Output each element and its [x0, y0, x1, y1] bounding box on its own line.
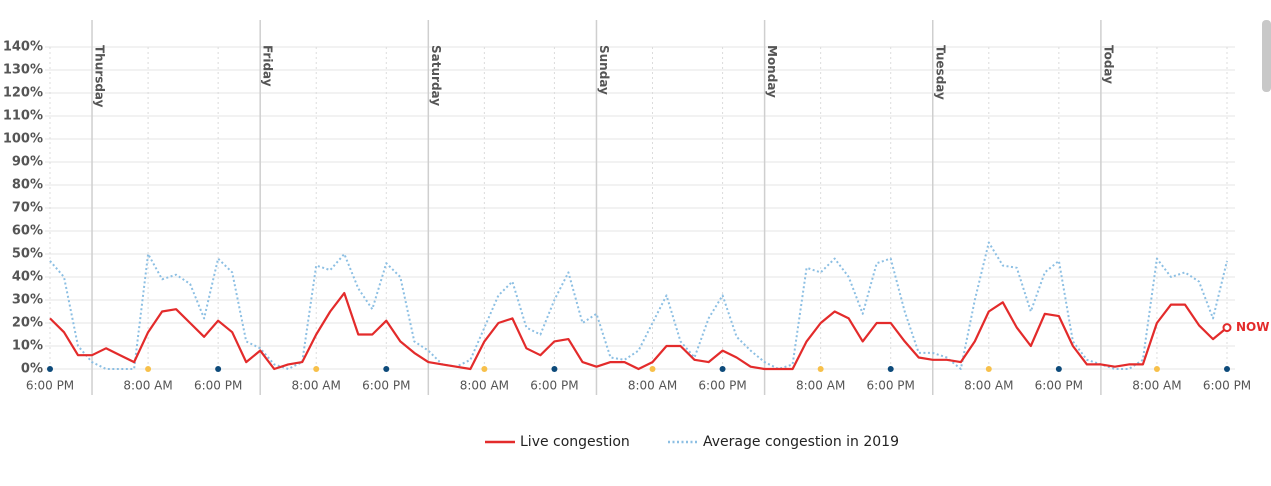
x-tick-dot [1153, 366, 1160, 372]
day-label: Today [1101, 45, 1115, 84]
x-tick-label: 8:00 AM [628, 379, 677, 393]
x-tick-label: 8:00 AM [796, 379, 845, 393]
legend-label: Live congestion [520, 434, 630, 450]
line-series [49, 292, 1228, 371]
x-tick-dot [313, 366, 320, 372]
x-tick-dot [817, 366, 824, 372]
legend-label: Average congestion in 2019 [703, 434, 899, 450]
x-tick-label: 8:00 AM [292, 379, 341, 393]
x-tick-dot [1224, 366, 1230, 372]
y-tick-label: 30% [12, 293, 43, 308]
now-label: NOW [1236, 320, 1269, 334]
y-tick-label: 10% [12, 339, 43, 354]
x-tick-dot [719, 366, 726, 372]
day-label: Friday [261, 45, 275, 87]
day-label: Tuesday [933, 45, 947, 100]
y-tick-label: 80% [12, 178, 43, 193]
y-tick-label: 20% [12, 316, 43, 331]
line-series [49, 241, 1228, 370]
x-tick-label: 6:00 PM [1035, 379, 1083, 393]
scrollbar[interactable] [1262, 20, 1271, 92]
day-label: Saturday [429, 45, 443, 106]
y-tick-label: 120% [3, 86, 43, 101]
x-tick-dot [887, 366, 894, 372]
y-tick-label: 140% [3, 40, 43, 55]
x-tick-dot [47, 366, 53, 372]
x-tick-label: 8:00 AM [460, 379, 509, 393]
day-label: Thursday [93, 45, 107, 108]
y-tick-label: 40% [12, 270, 43, 285]
y-tick-label: 110% [3, 109, 43, 124]
x-tick-dot [649, 366, 656, 372]
y-tick-label: 60% [12, 224, 43, 239]
x-tick-dot [1055, 366, 1062, 372]
x-tick-label: 6:00 PM [362, 379, 410, 393]
x-tick-dot [145, 366, 152, 372]
y-tick-label: 50% [12, 247, 43, 262]
x-tick-dot [481, 366, 488, 372]
y-tick-label: 70% [12, 201, 43, 216]
x-tick-label: 8:00 AM [123, 379, 172, 393]
now-marker [1222, 323, 1232, 333]
x-tick-label: 6:00 PM [867, 379, 915, 393]
x-tick-label: 6:00 PM [530, 379, 578, 393]
x-tick-label: 6:00 PM [698, 379, 746, 393]
day-label: Sunday [597, 45, 611, 95]
y-tick-label: 0% [21, 362, 43, 377]
x-tick-dot [383, 366, 390, 372]
x-tick-dot [215, 366, 222, 372]
y-tick-label: 130% [3, 63, 43, 78]
y-tick-label: 100% [3, 132, 43, 147]
day-label: Monday [765, 45, 779, 98]
x-tick-dot [551, 366, 558, 372]
x-tick-label: 8:00 AM [964, 379, 1013, 393]
x-tick-label: 6:00 PM [26, 379, 74, 393]
x-tick-label: 8:00 AM [1132, 379, 1181, 393]
x-tick-dot [985, 366, 992, 372]
x-tick-label: 6:00 PM [1203, 379, 1251, 393]
x-tick-label: 6:00 PM [194, 379, 242, 393]
y-tick-label: 90% [12, 155, 43, 170]
